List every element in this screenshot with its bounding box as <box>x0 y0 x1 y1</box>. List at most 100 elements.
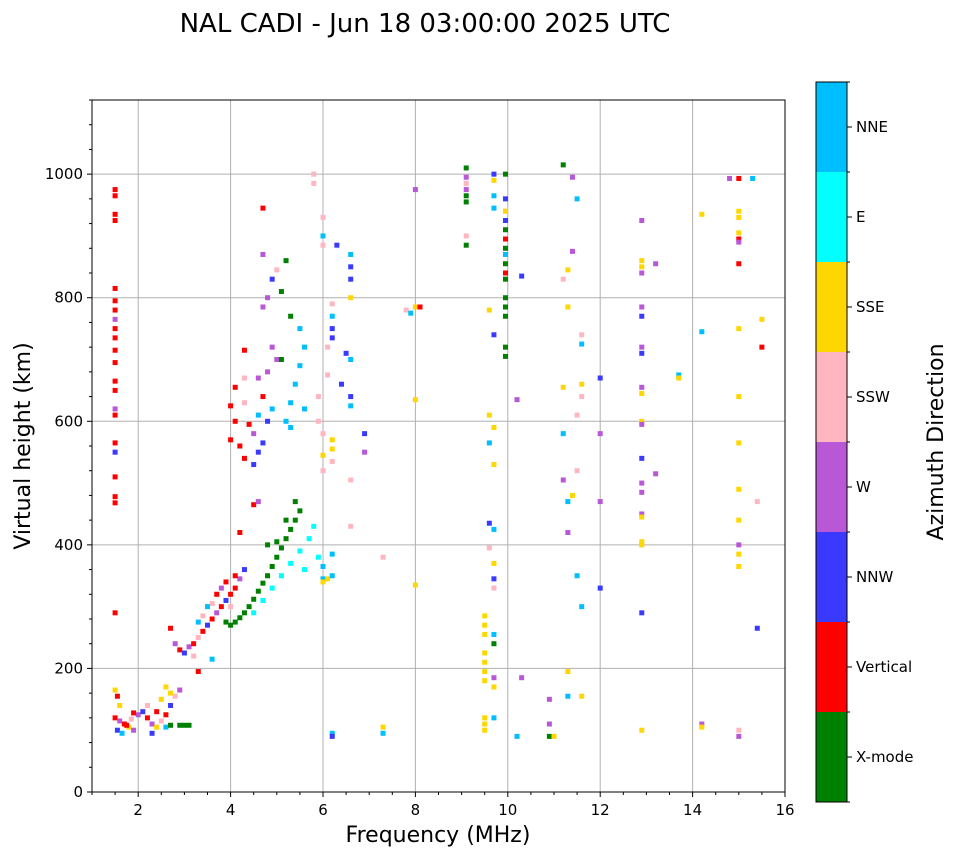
data-point <box>639 455 645 461</box>
data-point <box>560 276 566 282</box>
data-point <box>288 400 294 406</box>
data-point <box>463 180 469 186</box>
data-point <box>574 468 580 474</box>
data-point <box>168 722 174 728</box>
data-point <box>759 344 765 350</box>
data-point <box>417 304 423 310</box>
data-point <box>380 554 386 560</box>
colorbar-segment <box>816 262 847 352</box>
data-point <box>144 715 150 721</box>
data-point <box>315 394 321 400</box>
data-point <box>491 462 497 468</box>
data-point <box>232 619 238 625</box>
data-point <box>320 452 326 458</box>
data-point <box>200 628 206 634</box>
data-point <box>546 721 552 727</box>
data-point <box>699 724 705 730</box>
data-point <box>255 588 261 594</box>
data-point <box>112 285 118 291</box>
data-point <box>491 715 497 721</box>
data-point <box>241 455 247 461</box>
data-point <box>181 650 187 656</box>
data-point <box>482 678 488 684</box>
data-point <box>329 551 335 557</box>
data-point <box>260 205 266 211</box>
data-point <box>260 440 266 446</box>
data-point <box>597 375 603 381</box>
data-point <box>486 307 492 313</box>
data-point <box>325 344 331 350</box>
data-point <box>639 270 645 276</box>
colorbar-tick-label: X-mode <box>856 748 913 766</box>
colorbar-tick-label: SSE <box>856 298 885 316</box>
data-point <box>329 458 335 464</box>
data-point <box>278 357 284 362</box>
y-axis-label: Virtual height (km) <box>11 342 36 549</box>
data-point <box>463 165 469 171</box>
data-point <box>251 610 257 616</box>
data-point <box>736 175 742 181</box>
data-points <box>112 162 765 739</box>
data-point <box>502 208 508 214</box>
colorbar-tick-label: NNE <box>856 118 888 136</box>
data-point <box>736 261 742 267</box>
data-point <box>237 576 243 582</box>
data-point <box>463 242 469 248</box>
data-point <box>223 619 229 625</box>
y-tick-label: 0 <box>73 783 83 801</box>
data-point <box>232 585 238 591</box>
data-point <box>320 214 326 220</box>
data-point <box>278 289 284 295</box>
data-point <box>112 610 118 616</box>
data-point <box>163 724 169 730</box>
data-point <box>348 523 354 529</box>
data-point <box>177 647 183 653</box>
data-point <box>727 175 733 181</box>
data-point <box>463 187 469 193</box>
data-point <box>482 613 488 619</box>
data-point <box>574 573 580 579</box>
data-point <box>112 211 118 217</box>
data-point <box>482 650 488 656</box>
data-point <box>209 656 215 662</box>
data-point <box>579 381 585 387</box>
colorbar-tick-label: W <box>856 478 871 496</box>
data-point <box>546 696 552 702</box>
data-point <box>699 211 705 217</box>
data-point <box>639 313 645 319</box>
data-point <box>112 316 118 322</box>
data-point <box>228 437 234 443</box>
data-point <box>362 449 368 455</box>
data-point <box>502 353 508 359</box>
data-point <box>163 712 169 718</box>
data-point <box>214 610 220 616</box>
data-point <box>380 724 386 730</box>
colorbar-segment <box>816 352 847 442</box>
data-point <box>112 326 118 332</box>
data-point <box>502 270 508 276</box>
data-point <box>232 573 238 579</box>
data-point <box>736 214 742 220</box>
data-point <box>639 514 645 520</box>
data-point <box>128 716 134 722</box>
data-point <box>486 412 492 418</box>
y-tick-label: 1000 <box>45 165 83 183</box>
data-point <box>639 542 645 548</box>
y-axis-ticks: 0 200 400 600 800 1000 <box>45 99 92 801</box>
data-point <box>639 258 645 264</box>
data-point <box>241 347 247 353</box>
data-point <box>251 462 257 468</box>
data-point <box>486 440 492 446</box>
data-point <box>736 733 742 739</box>
data-point <box>338 381 344 387</box>
data-point <box>265 542 271 548</box>
data-point <box>519 675 525 681</box>
data-point <box>482 622 488 628</box>
data-point <box>223 597 229 603</box>
data-point <box>297 326 303 332</box>
data-point <box>491 675 497 681</box>
data-point <box>158 718 164 724</box>
data-point <box>343 350 349 356</box>
data-point <box>214 591 220 597</box>
data-point <box>205 604 210 610</box>
